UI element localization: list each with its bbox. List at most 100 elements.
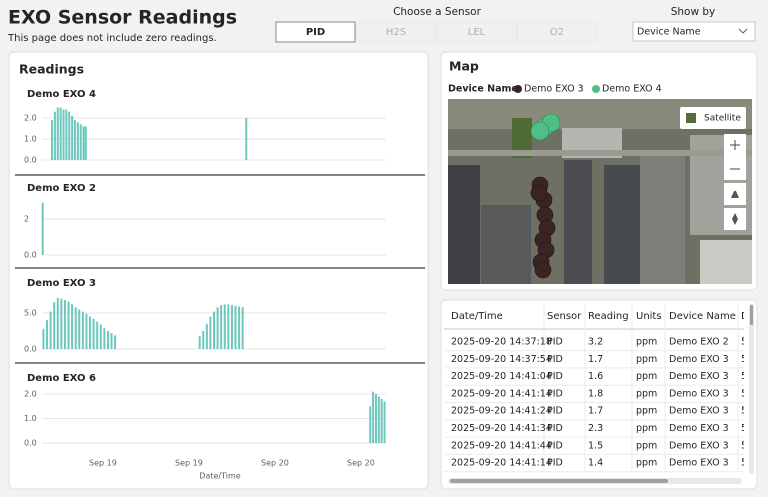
bar	[46, 320, 49, 349]
bar	[82, 126, 85, 160]
h-scroll-thumb[interactable]	[450, 479, 668, 483]
charts: Demo EXO 4 0.0 1.0 2.0 Demo EXO 2 0.0 2 Demo EX…	[15, 89, 425, 481]
bar	[383, 401, 386, 443]
table-cell: 2.3	[588, 423, 603, 434]
table-cell: ppm	[636, 458, 657, 469]
map-marker[interactable]	[530, 184, 548, 202]
table-cell: Demo EXO 3	[669, 423, 729, 434]
table-cell: Demo EXO 3	[669, 440, 729, 451]
chart-title: Demo EXO 3	[27, 278, 96, 289]
map-marker[interactable]	[534, 261, 552, 279]
y-tick-label: 1.0	[24, 135, 37, 144]
column-header[interactable]: Reading	[588, 311, 629, 322]
map-controls[interactable]	[724, 134, 746, 230]
sensor-picker: PID H2S LEL O2	[275, 21, 597, 43]
table-cell: Demo EXO 2	[669, 337, 729, 348]
y-tick-label: 2	[24, 215, 29, 224]
v-scroll-track[interactable]	[749, 304, 754, 474]
zoom-icons	[730, 140, 740, 170]
map-canvas[interactable]	[448, 99, 752, 284]
table-cell: ppm	[636, 440, 657, 451]
bar	[209, 316, 212, 349]
table-cell: 1.7	[588, 354, 603, 365]
bar	[241, 307, 244, 349]
table-cell: ppm	[636, 371, 657, 382]
table-cell: PID	[547, 371, 563, 382]
tilt-icon	[731, 191, 739, 198]
y-tick-label: 0.0	[24, 345, 37, 354]
dropdown[interactable]	[632, 21, 756, 42]
bar	[79, 124, 82, 160]
sensor-option-label[interactable]: H2S	[386, 27, 406, 38]
legend-label[interactable]: Demo EXO 3	[524, 84, 584, 95]
page-subtitle: This page does not include zero readings…	[7, 33, 217, 44]
map-markers: Demo EXO 3 Demo EXO 4	[514, 84, 662, 279]
x-tick-label: Sep 20	[261, 459, 289, 468]
sensor-option-label[interactable]: O2	[550, 27, 564, 38]
column-header[interactable]: Date/Time	[451, 311, 503, 322]
column-header[interactable]: Sensor	[547, 311, 582, 322]
sensor-option[interactable]	[517, 21, 597, 43]
table-cell: ppm	[636, 406, 657, 417]
chart-title: Demo EXO 2	[27, 183, 96, 194]
bar	[369, 406, 372, 443]
table-cell: 1.8	[588, 388, 603, 399]
y-tick-label: 0.0	[24, 251, 37, 260]
dropdown-value[interactable]: Device Name	[637, 27, 701, 38]
table-cell: 2025-09-20 14:41:44	[451, 440, 552, 451]
map-marker[interactable]	[530, 121, 550, 141]
bar	[114, 335, 117, 349]
y-tick-label: 5.0	[24, 309, 37, 318]
sensor-option[interactable]	[356, 21, 436, 43]
bar	[71, 304, 74, 349]
bar	[230, 305, 233, 349]
sensor-option[interactable]	[275, 21, 356, 43]
sensor-option-label[interactable]: LEL	[468, 27, 486, 38]
sensor-label: Choose a Sensor	[393, 6, 482, 18]
bar	[198, 336, 201, 349]
y-tick-label: 2.0	[24, 390, 37, 399]
y-tick-label: 2.0	[24, 114, 37, 123]
bar	[85, 313, 88, 349]
x-axis-title: Date/Time	[199, 472, 240, 481]
column-header[interactable]: D	[741, 311, 749, 322]
satellite-button[interactable]	[680, 107, 746, 129]
table-cell: 1.5	[588, 440, 603, 451]
y-tick-label: 0.0	[24, 439, 37, 448]
v-scroll-thumb[interactable]	[750, 305, 753, 325]
table-cell: 3.2	[588, 337, 603, 348]
bar	[63, 300, 66, 349]
table-cell: 56	[741, 423, 753, 434]
column-header[interactable]: Units	[636, 311, 662, 322]
bar	[53, 302, 56, 349]
readings-panel	[8, 51, 429, 490]
zoom-buttons[interactable]	[724, 134, 746, 180]
data-table: Date/Time Sensor Reading Units Device Name D 2…	[444, 304, 753, 473]
readings-title: Readings	[19, 62, 84, 77]
table-cell: 2025-09-20 14:41:24	[451, 406, 552, 417]
sensor-option-label[interactable]: PID	[306, 27, 325, 38]
map-title: Map	[449, 59, 479, 74]
bar	[223, 304, 226, 349]
bar	[377, 396, 380, 443]
table-cell: 2025-09-20 14:41:14	[451, 388, 552, 399]
sensor-option[interactable]	[436, 21, 517, 43]
table-cell: Demo EXO 3	[669, 371, 729, 382]
table-cell: PID	[547, 440, 563, 451]
bar	[56, 297, 59, 349]
satellite-label[interactable]: Satellite	[704, 114, 741, 124]
table-cell: PID	[547, 423, 563, 434]
legend-label[interactable]: Demo EXO 4	[602, 84, 662, 95]
table-cell: ppm	[636, 388, 657, 399]
table-cell: 2025-09-20 14:41:34	[451, 423, 552, 434]
bar	[103, 328, 106, 349]
table-cell: 1.7	[588, 406, 603, 417]
bar	[96, 321, 99, 349]
bar	[245, 118, 248, 160]
bar	[51, 120, 54, 160]
bar	[205, 323, 208, 349]
bar	[56, 107, 59, 160]
column-header[interactable]: Device Name	[669, 311, 736, 322]
bar	[42, 328, 45, 349]
